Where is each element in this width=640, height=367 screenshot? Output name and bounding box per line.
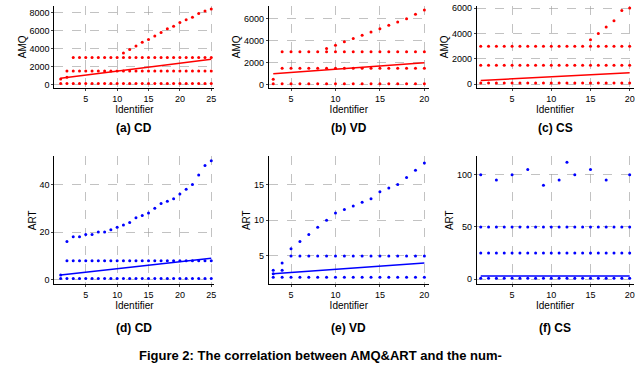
svg-text:15: 15	[585, 290, 595, 300]
svg-text:6000: 6000	[30, 26, 50, 36]
svg-text:6000: 6000	[244, 14, 264, 24]
svg-text:5: 5	[289, 290, 294, 300]
svg-text:0: 0	[45, 80, 50, 90]
svg-text:20: 20	[40, 227, 50, 237]
svg-text:Identifier: Identifier	[115, 300, 154, 311]
svg-text:6000: 6000	[452, 3, 472, 13]
svg-text:10: 10	[546, 94, 556, 104]
svg-text:4000: 4000	[244, 36, 264, 46]
svg-text:0: 0	[467, 79, 472, 89]
svg-text:15: 15	[254, 180, 264, 190]
svg-text:ART: ART	[27, 210, 38, 230]
svg-text:8000: 8000	[30, 8, 50, 18]
svg-text:0: 0	[45, 275, 50, 285]
svg-text:20: 20	[625, 94, 635, 104]
svg-text:AMQ: AMQ	[439, 35, 450, 58]
svg-text:(f) CS: (f) CS	[539, 321, 571, 335]
svg-text:AMQ: AMQ	[17, 35, 28, 58]
svg-text:100: 100	[457, 170, 472, 180]
svg-text:(a) CD: (a) CD	[116, 121, 152, 135]
svg-text:25: 25	[206, 290, 216, 300]
svg-text:ART: ART	[241, 210, 252, 230]
svg-text:10: 10	[112, 94, 122, 104]
svg-text:15: 15	[144, 94, 154, 104]
svg-text:Identifier: Identifier	[330, 104, 369, 115]
svg-text:0: 0	[467, 274, 472, 284]
svg-text:20: 20	[175, 290, 185, 300]
svg-text:10: 10	[330, 94, 340, 104]
svg-text:Identifier: Identifier	[536, 300, 575, 311]
svg-text:2000: 2000	[244, 58, 264, 68]
svg-text:20: 20	[419, 290, 429, 300]
svg-text:20: 20	[175, 94, 185, 104]
svg-text:4000: 4000	[452, 29, 472, 39]
svg-text:15: 15	[375, 94, 385, 104]
svg-text:10: 10	[330, 290, 340, 300]
svg-text:4000: 4000	[30, 44, 50, 54]
svg-text:5: 5	[289, 94, 294, 104]
svg-text:5: 5	[83, 290, 88, 300]
svg-text:(b) VD: (b) VD	[331, 121, 367, 135]
svg-text:Identifier: Identifier	[536, 104, 575, 115]
svg-text:15: 15	[375, 290, 385, 300]
svg-text:(d) CD: (d) CD	[116, 321, 152, 335]
svg-text:ART: ART	[444, 210, 455, 230]
svg-text:Identifier: Identifier	[115, 104, 154, 115]
svg-text:(e) VD: (e) VD	[331, 321, 366, 335]
svg-text:5: 5	[83, 94, 88, 104]
svg-text:15: 15	[144, 290, 154, 300]
svg-text:2000: 2000	[30, 62, 50, 72]
svg-text:5: 5	[259, 251, 264, 261]
svg-text:10: 10	[112, 290, 122, 300]
svg-text:10: 10	[546, 290, 556, 300]
svg-text:AMQ: AMQ	[231, 35, 242, 58]
svg-text:2000: 2000	[452, 54, 472, 64]
svg-text:Figure 2: The correlation betw: Figure 2: The correlation between AMQ&AR…	[139, 348, 502, 363]
svg-text:15: 15	[585, 94, 595, 104]
svg-text:10: 10	[254, 215, 264, 225]
svg-text:40: 40	[40, 180, 50, 190]
svg-text:20: 20	[419, 94, 429, 104]
svg-text:25: 25	[206, 94, 216, 104]
svg-text:50: 50	[462, 222, 472, 232]
svg-text:5: 5	[510, 290, 515, 300]
svg-text:0: 0	[259, 80, 264, 90]
svg-text:(c) CS: (c) CS	[538, 121, 573, 135]
svg-text:Identifier: Identifier	[330, 300, 369, 311]
svg-text:20: 20	[625, 290, 635, 300]
svg-text:5: 5	[510, 94, 515, 104]
